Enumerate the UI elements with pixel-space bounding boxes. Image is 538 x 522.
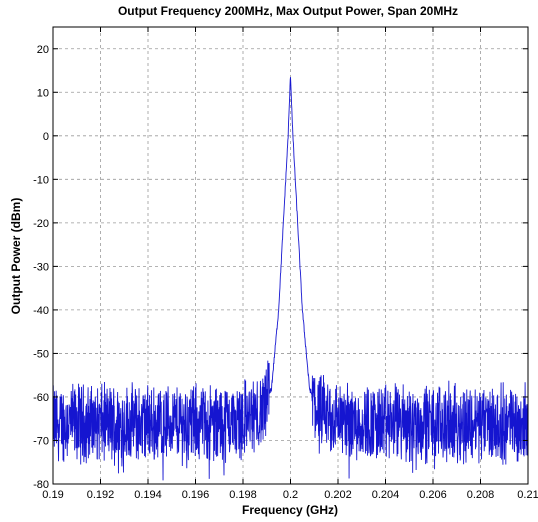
- y-tick-labels: -80 -70 -60 -50 -40 -30 -20 -10 0 10 20: [33, 44, 49, 491]
- x-tick-label: 0.202: [324, 489, 352, 501]
- y-tick-label: 0: [43, 131, 49, 143]
- y-tick-label: -70: [33, 435, 49, 447]
- y-tick-label: -50: [33, 348, 49, 360]
- x-tick-label: 0.192: [87, 489, 115, 501]
- y-tick-label: -60: [33, 392, 49, 404]
- x-tick-label: 0.198: [229, 489, 257, 501]
- x-tick-label: 0.19: [42, 489, 63, 501]
- x-tick-label: 0.204: [372, 489, 400, 501]
- chart-title: Output Frequency 200MHz, Max Output Powe…: [118, 4, 458, 18]
- x-tick-label: 0.206: [419, 489, 447, 501]
- y-tick-label: 10: [37, 87, 49, 99]
- y-tick-label: -40: [33, 305, 49, 317]
- axis-ticks: [52, 27, 529, 485]
- x-tick-label: 0.194: [134, 489, 162, 501]
- x-tick-labels: 0.19 0.192 0.194 0.196 0.198 0.2 0.202 0.204 0.2…: [42, 489, 538, 501]
- x-tick-label: 0.196: [182, 489, 210, 501]
- y-axis-label: Output Power (dBm): [9, 198, 23, 315]
- x-tick-label: 0.208: [467, 489, 495, 501]
- x-tick-label: 0.21: [517, 489, 538, 501]
- x-tick-label: 0.2: [283, 489, 298, 501]
- y-tick-label: -80: [33, 479, 49, 491]
- y-tick-label: -20: [33, 218, 49, 230]
- y-tick-label: -30: [33, 261, 49, 273]
- spectrum-trace: [52, 77, 529, 481]
- x-axis-label: Frequency (GHz): [242, 503, 338, 517]
- y-tick-label: 20: [37, 44, 49, 56]
- y-tick-label: -10: [33, 174, 49, 186]
